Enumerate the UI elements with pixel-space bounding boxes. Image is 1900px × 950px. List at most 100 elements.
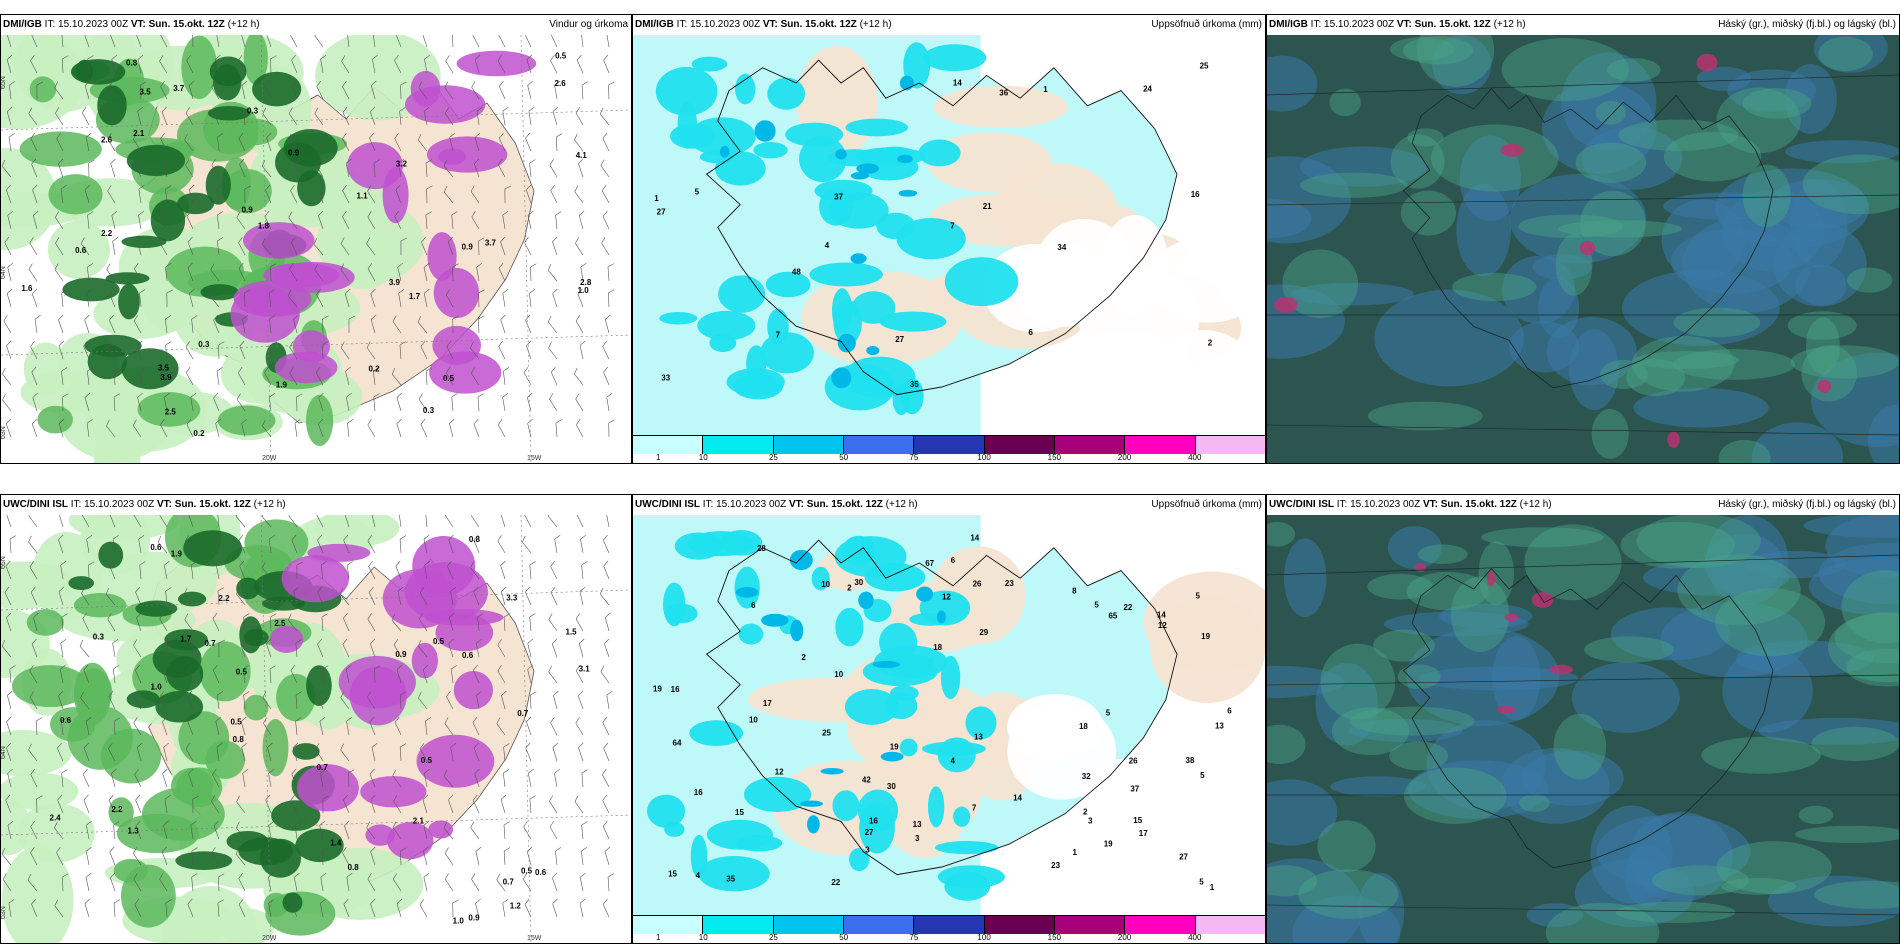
precip-value: 2.1 xyxy=(413,817,425,826)
precip-value: 15 xyxy=(1133,816,1142,825)
wind-barb xyxy=(293,872,300,892)
wind-barb xyxy=(322,795,329,814)
field-blob xyxy=(719,145,730,158)
wind-barb xyxy=(162,716,168,736)
precip-value: 13 xyxy=(974,732,983,741)
wind-barb xyxy=(1,159,12,178)
precip-value: 1 xyxy=(1210,883,1215,892)
wind-barb xyxy=(236,821,246,840)
field-blob xyxy=(659,312,698,325)
precip-value: 5 xyxy=(1196,592,1201,601)
wind-map: 0.6 3.3 2.5 1.7 0.5 0.7 1.9 0.9 0.7 2.2 0.6 0.5 1.2 0… xyxy=(1,515,631,943)
wind-barb xyxy=(59,664,66,684)
field-blob xyxy=(927,786,945,828)
precip-value: 24 xyxy=(1143,85,1152,94)
field-blob xyxy=(1696,53,1718,72)
wind-barb xyxy=(471,211,480,230)
wind-barb xyxy=(288,133,298,152)
wind-barb xyxy=(552,898,558,918)
wind-barb xyxy=(341,55,350,74)
precip-value: 18 xyxy=(1079,722,1088,731)
field-blob xyxy=(97,85,127,126)
wind-barb xyxy=(552,288,558,308)
wind-barb xyxy=(291,236,298,256)
wind-barb xyxy=(264,80,272,100)
wind-barb xyxy=(61,717,68,736)
field-blob xyxy=(1575,142,1647,183)
field-blob xyxy=(953,806,971,827)
wind-barb xyxy=(529,159,536,178)
wind-barb xyxy=(210,263,220,282)
wind-barb xyxy=(423,846,429,866)
field-blob xyxy=(918,139,961,167)
field-blob xyxy=(292,743,320,760)
wind-barb xyxy=(112,638,119,658)
wind-barb xyxy=(340,743,350,762)
wind-barb xyxy=(133,873,142,892)
field-blob xyxy=(360,776,427,808)
wind-barb xyxy=(449,612,455,632)
wind-barb xyxy=(443,185,454,204)
wind-barb xyxy=(498,340,506,360)
colorbar-label: 25 xyxy=(768,453,778,462)
wind-barb xyxy=(211,81,220,100)
wind-barb xyxy=(31,35,38,48)
field-blob xyxy=(1349,718,1463,742)
wind-barb xyxy=(132,133,142,152)
wind-barb xyxy=(470,341,480,360)
wind-barb xyxy=(290,794,298,814)
wind-barb xyxy=(6,742,12,762)
wind-barb xyxy=(162,768,168,788)
cloud-map xyxy=(1267,35,1899,463)
field-blob xyxy=(205,165,231,205)
field-blob xyxy=(213,64,242,101)
panel-dmi-wind: DMI/IGB IT: 15.10.2023 00Z VT: Sun. 15.o… xyxy=(0,14,632,464)
wind-barb xyxy=(159,613,168,632)
field-blob xyxy=(228,118,278,146)
wind-barb xyxy=(133,639,142,658)
precip-value: 0.5 xyxy=(433,637,445,646)
wind-barb xyxy=(288,613,298,632)
wind-barb xyxy=(137,106,143,126)
wind-barb xyxy=(85,716,92,736)
wind-barb xyxy=(470,515,480,528)
wind-barb xyxy=(550,184,558,204)
wind-barb xyxy=(9,665,16,684)
axis-label: 64N xyxy=(1,746,7,759)
precip-value: 14 xyxy=(1013,794,1022,803)
wind-barb xyxy=(57,742,64,762)
field-blob xyxy=(276,673,316,722)
wind-barb xyxy=(547,315,558,334)
wind-barb xyxy=(133,691,142,710)
wind-barb xyxy=(166,289,173,308)
field-blob xyxy=(831,367,852,389)
wind-barb xyxy=(218,639,226,658)
field-blob xyxy=(1387,526,1442,569)
field-blob xyxy=(73,592,127,618)
wind-barb xyxy=(371,515,376,528)
precip-value: 5 xyxy=(1106,708,1111,717)
wind-barb xyxy=(56,132,64,152)
field-blob xyxy=(269,625,304,653)
wind-barb xyxy=(346,392,352,412)
field-blob xyxy=(1414,563,1427,573)
precip-value: 17 xyxy=(763,699,772,708)
wind-barb xyxy=(84,392,91,412)
wind-barb xyxy=(476,107,483,126)
wind-barb xyxy=(372,367,380,386)
field-blob xyxy=(274,351,338,384)
wind-barb xyxy=(367,263,376,282)
precip-colorbar xyxy=(633,435,1265,454)
colorbar-segment xyxy=(1195,916,1265,934)
field-blob xyxy=(850,253,867,264)
wind-barb xyxy=(134,898,142,918)
precip-value: 0.9 xyxy=(288,148,300,157)
wind-barb xyxy=(87,263,94,282)
wind-barb xyxy=(159,55,168,74)
wind-barb xyxy=(317,534,324,554)
wind-barb xyxy=(314,107,324,126)
wind-barb xyxy=(32,210,39,230)
wind-barb xyxy=(371,742,378,762)
wind-barb xyxy=(317,132,324,152)
precip-value: 2.4 xyxy=(50,814,62,823)
